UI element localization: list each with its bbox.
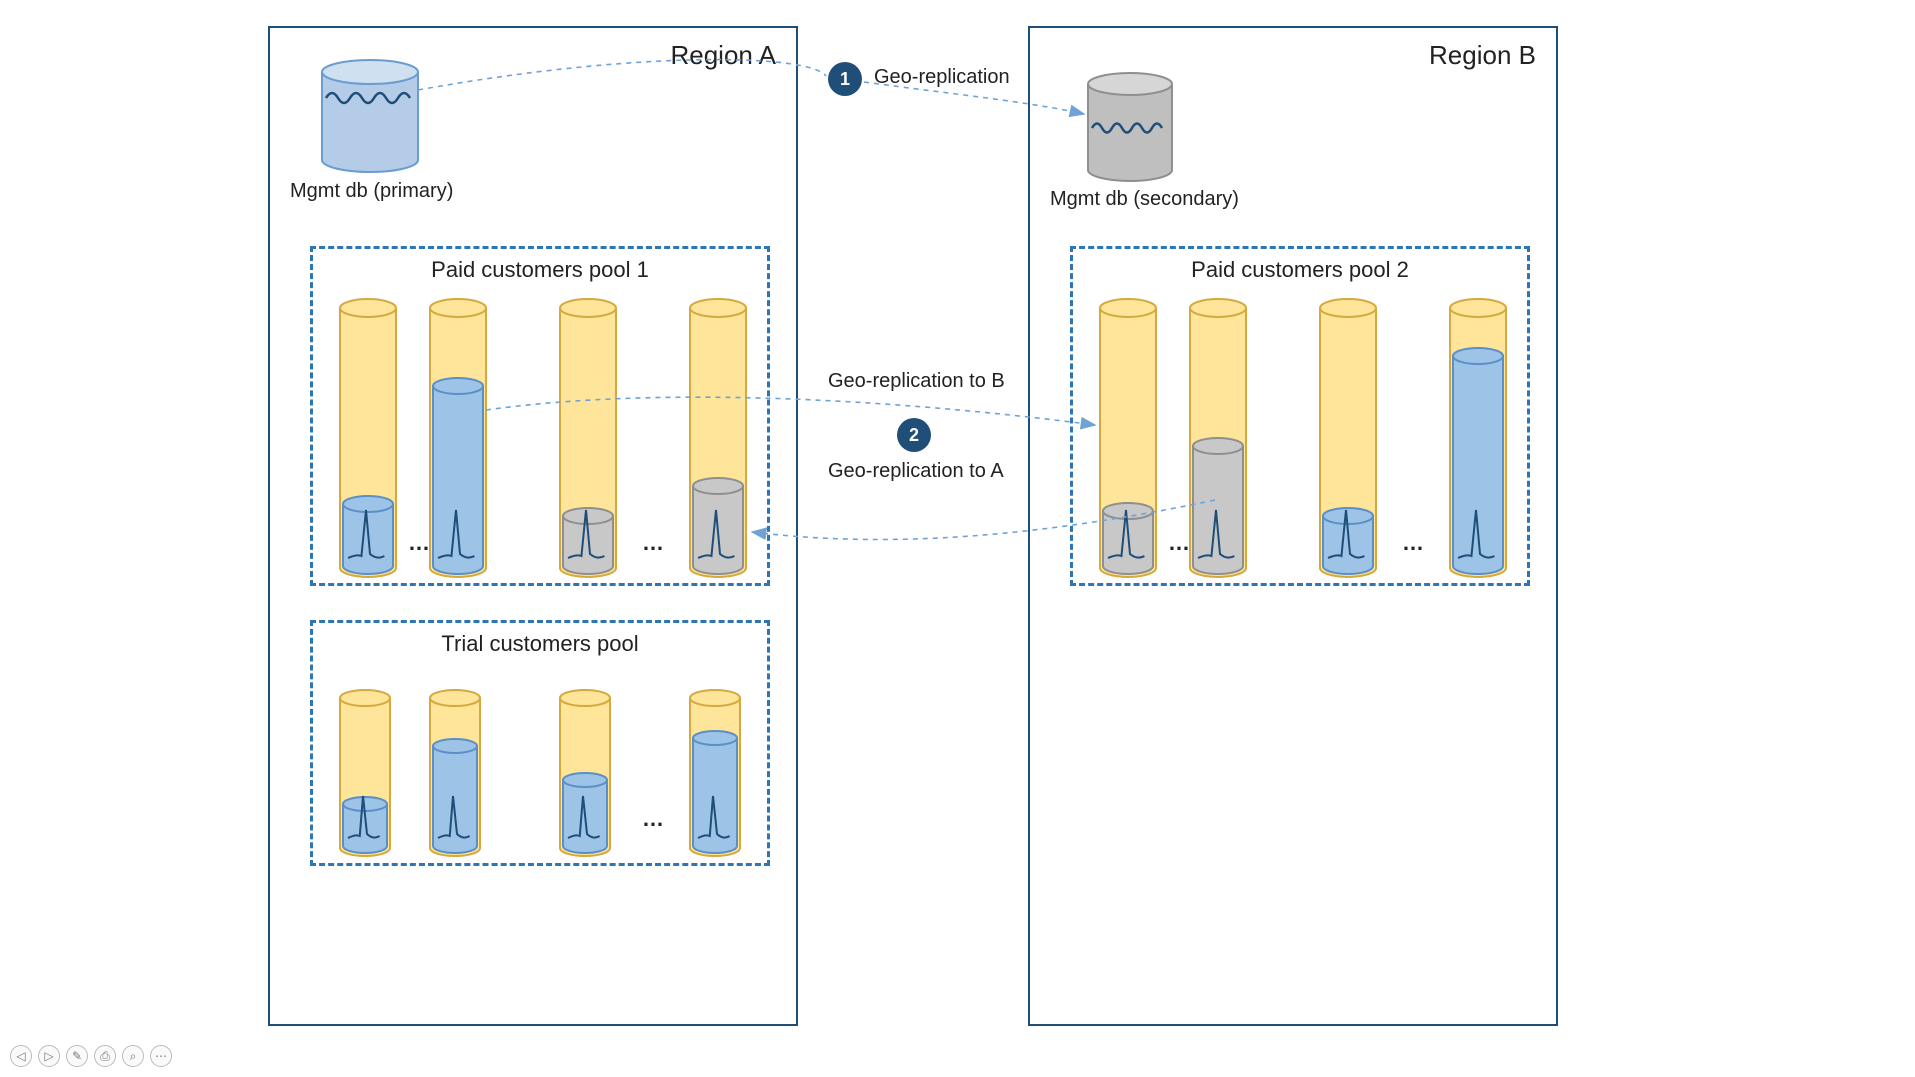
ellipsis: … [1402, 530, 1424, 556]
print-icon[interactable]: ⎙ [94, 1045, 116, 1067]
paid-pool-b-title: Paid customers pool 2 [1073, 257, 1527, 283]
mgmt-db-b-label: Mgmt db (secondary) [1050, 188, 1239, 211]
ellipsis: … [1168, 530, 1190, 556]
more-icon[interactable]: ⋯ [150, 1045, 172, 1067]
search-icon[interactable]: ⌕ [122, 1045, 144, 1067]
region-a-title: Region A [670, 40, 776, 71]
geo-to-a-label: Geo-replication to A [828, 460, 1004, 483]
ellipsis: … [642, 806, 664, 832]
mgmt-db-a-label: Mgmt db (primary) [290, 180, 453, 203]
paid-pool-a-title: Paid customers pool 1 [313, 257, 767, 283]
next-icon[interactable]: ▷ [38, 1045, 60, 1067]
paid-pool-b-box: Paid customers pool 2 [1070, 246, 1530, 586]
badge-2: 2 [897, 418, 931, 452]
trial-pool-title: Trial customers pool [313, 631, 767, 657]
geo-to-b-label: Geo-replication to B [828, 370, 1005, 393]
badge-1: 1 [828, 62, 862, 96]
paid-pool-a-box: Paid customers pool 1 [310, 246, 770, 586]
ellipsis: … [408, 530, 430, 556]
prev-icon[interactable]: ◁ [10, 1045, 32, 1067]
geo-replication-label: Geo-replication [874, 66, 1010, 89]
pen-icon[interactable]: ✎ [66, 1045, 88, 1067]
diagram-canvas: Region A Region B Paid customers pool 1 … [0, 0, 1915, 1077]
trial-pool-a-box: Trial customers pool [310, 620, 770, 866]
region-b-title: Region B [1429, 40, 1536, 71]
viewer-toolbar: ◁ ▷ ✎ ⎙ ⌕ ⋯ [10, 1045, 172, 1067]
ellipsis: … [642, 530, 664, 556]
